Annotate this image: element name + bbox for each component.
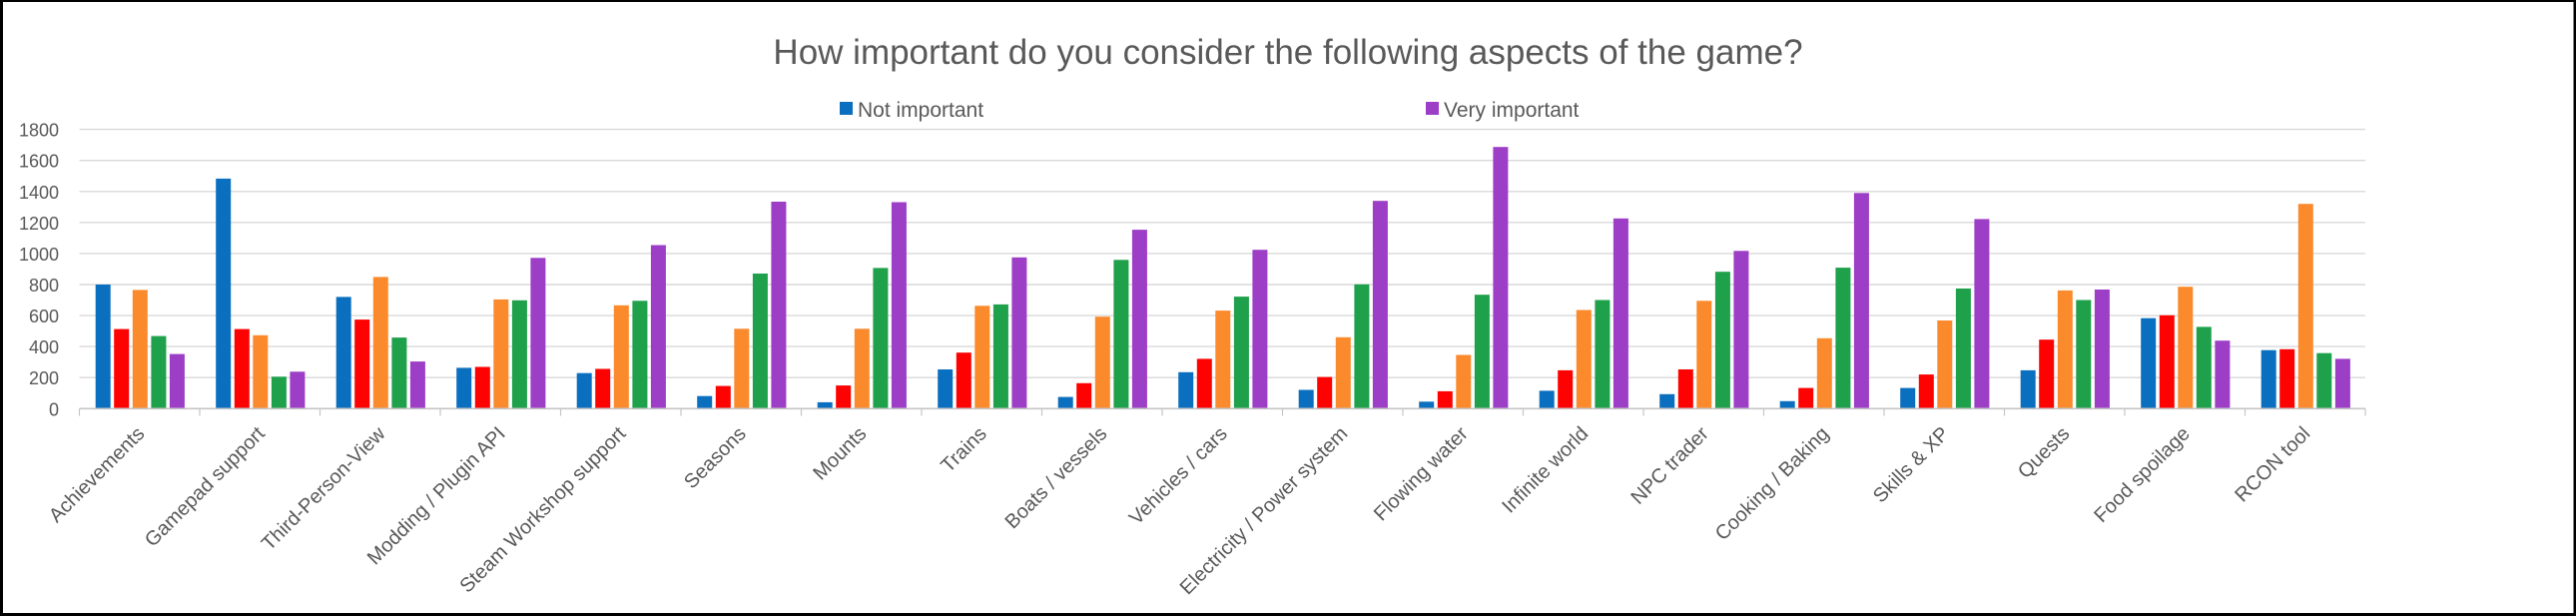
svg-text:Not important: Not important (858, 99, 983, 122)
svg-text:200: 200 (29, 368, 59, 388)
svg-text:0: 0 (49, 399, 59, 419)
svg-text:1000: 1000 (19, 245, 59, 265)
svg-text:1600: 1600 (19, 152, 59, 172)
svg-text:400: 400 (29, 337, 59, 357)
svg-text:600: 600 (29, 307, 59, 326)
svg-text:How important do you consider: How important do you consider the follow… (773, 33, 1802, 72)
svg-text:1400: 1400 (19, 183, 59, 203)
svg-text:1800: 1800 (19, 121, 59, 141)
svg-text:1200: 1200 (19, 214, 59, 234)
svg-text:Very important: Very important (1444, 99, 1580, 122)
svg-text:800: 800 (29, 276, 59, 296)
